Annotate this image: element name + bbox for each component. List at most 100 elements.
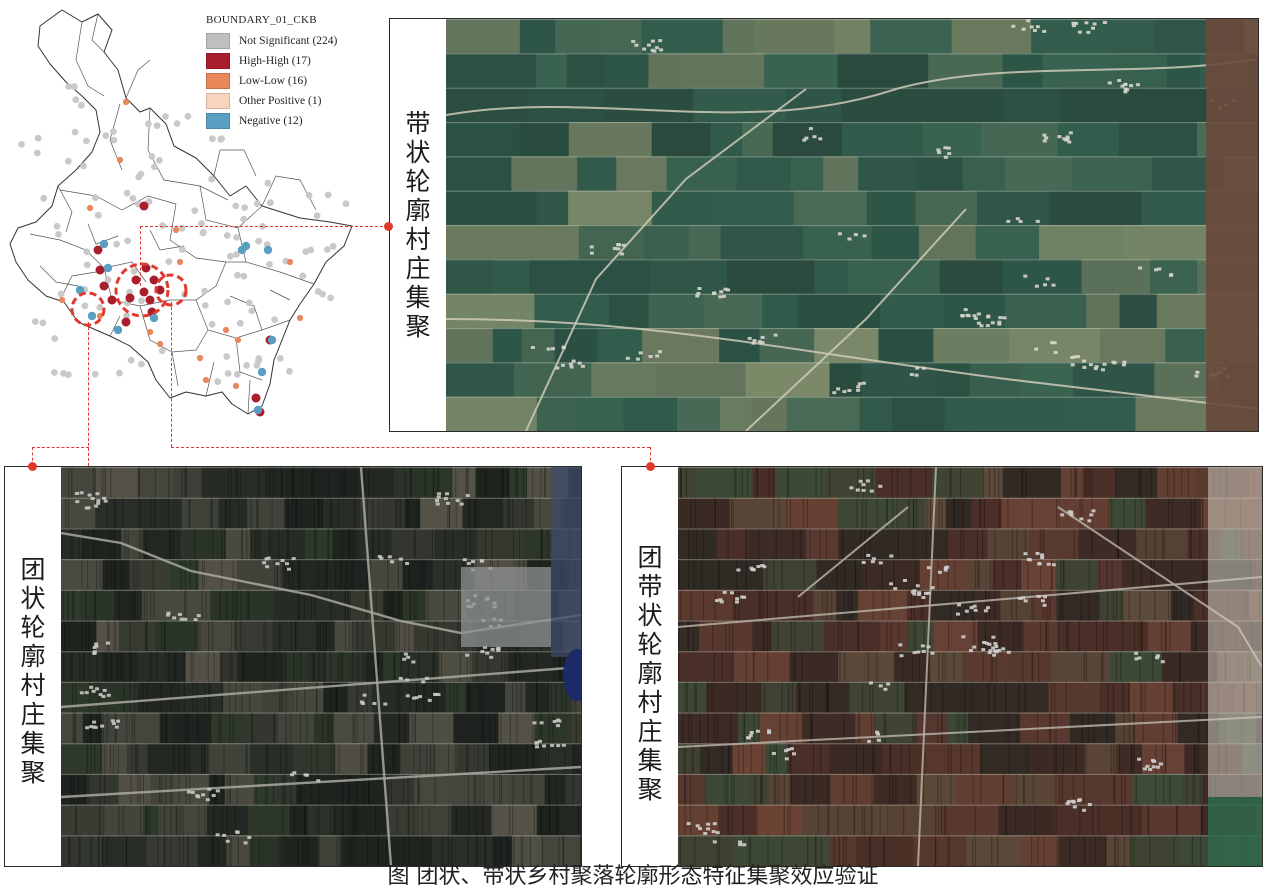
field-parcel	[493, 259, 530, 295]
field-strip	[159, 773, 161, 805]
field-strip	[714, 589, 716, 621]
label-char: 状	[637, 601, 663, 630]
field-strip	[304, 804, 306, 836]
point-high-high	[99, 281, 109, 291]
field-strip	[185, 467, 187, 498]
field-strip	[940, 773, 942, 805]
village-building	[861, 561, 866, 564]
village-building	[650, 39, 655, 43]
village-building	[1123, 82, 1128, 86]
field-strip	[107, 620, 109, 652]
field-strip	[88, 773, 90, 805]
village-building	[1034, 347, 1039, 351]
field-road	[446, 87, 1258, 89]
field-parcel	[224, 773, 255, 806]
village-building	[712, 840, 717, 844]
field-strip	[396, 804, 398, 836]
point-not-significant	[159, 222, 167, 230]
field-strip	[484, 835, 486, 866]
field-strip	[142, 773, 144, 805]
field-strip	[1133, 743, 1135, 774]
village-building	[738, 843, 743, 847]
field-strip	[1059, 467, 1061, 498]
field-parcel	[1109, 497, 1146, 529]
field-strip	[1148, 804, 1150, 836]
field-strip	[1106, 620, 1108, 652]
field-strip	[477, 743, 479, 774]
village-building	[861, 381, 866, 385]
field-strip	[711, 681, 713, 713]
field-strip	[273, 712, 275, 744]
village-building	[1071, 800, 1076, 804]
field-strip	[985, 589, 987, 621]
field-strip	[1062, 589, 1064, 621]
field-strip	[798, 589, 800, 621]
village-building	[362, 693, 367, 697]
field-strip	[372, 528, 375, 560]
field-strip	[897, 528, 899, 560]
village-building	[1042, 29, 1047, 33]
village-building	[550, 743, 555, 747]
point-low-low	[116, 156, 124, 164]
field-strip	[562, 835, 564, 866]
point-not-significant	[55, 231, 62, 238]
village-building	[398, 676, 403, 680]
field-strip	[971, 681, 973, 713]
field-strip	[135, 743, 137, 774]
field-strip	[724, 773, 726, 805]
field-strip	[302, 835, 304, 866]
field-road	[61, 835, 581, 837]
village-building	[973, 608, 978, 612]
village-building	[1074, 21, 1079, 25]
field-strip	[773, 773, 775, 805]
village-building	[196, 614, 201, 618]
field-strip	[443, 620, 445, 652]
village-building	[424, 676, 429, 680]
field-strip	[978, 559, 980, 590]
field-strip	[1140, 467, 1142, 498]
field-strip	[1115, 743, 1117, 774]
field-strip	[1134, 497, 1136, 529]
point-not-significant	[39, 319, 47, 327]
field-strip	[767, 835, 769, 866]
field-strip	[974, 835, 976, 866]
village-building	[1018, 220, 1023, 223]
field-strip	[168, 467, 170, 498]
village-building	[1046, 562, 1051, 566]
village-building	[102, 688, 107, 692]
village-building	[695, 294, 700, 298]
field-strip	[526, 467, 528, 498]
field-strip	[357, 681, 359, 713]
field-strip	[353, 712, 356, 744]
field-strip	[1031, 651, 1034, 682]
field-strip	[251, 712, 253, 744]
field-strip	[950, 589, 952, 621]
field-strip	[941, 712, 943, 744]
field-strip	[129, 681, 131, 713]
field-strip	[1015, 589, 1017, 621]
label-char: 廓	[405, 196, 431, 225]
point-not-significant	[65, 83, 73, 90]
field-strip	[330, 589, 332, 621]
field-parcel	[814, 259, 849, 295]
field-parcel	[333, 804, 352, 836]
village-building	[471, 560, 475, 564]
village-building	[867, 739, 872, 743]
field-strip	[288, 559, 290, 590]
village-building	[1011, 24, 1016, 28]
village-building	[804, 136, 809, 140]
field-strip	[280, 835, 282, 866]
field-strip	[995, 651, 997, 682]
village-building	[264, 557, 269, 561]
field-strip	[930, 681, 932, 713]
field-strip	[913, 528, 915, 560]
field-strip	[153, 589, 155, 621]
field-parcel	[915, 712, 949, 744]
field-strip	[1171, 497, 1173, 529]
field-parcel	[522, 743, 542, 775]
field-strip	[398, 620, 400, 652]
village-building	[443, 497, 448, 500]
field-parcel	[1060, 467, 1084, 499]
county-boundary	[199, 185, 263, 229]
field-strip	[825, 681, 827, 713]
